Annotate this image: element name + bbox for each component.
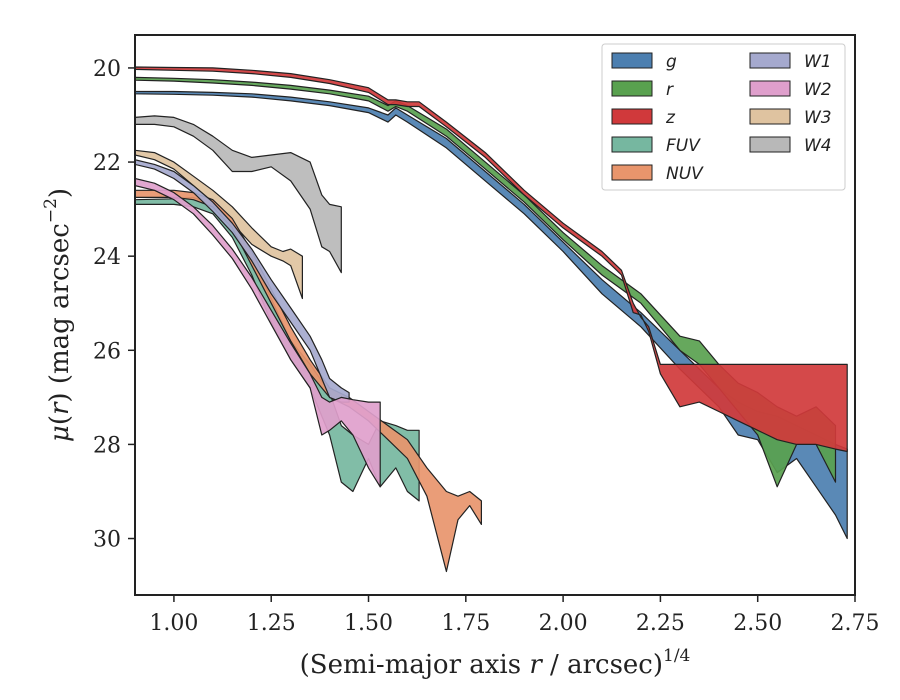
y-axis-label: μ(r) (mag arcsec−2) [41,188,75,442]
x-tick-label: 1.25 [247,611,296,636]
y-axis-ticks: 20 22 24 26 28 30 [93,57,135,553]
legend-item-w3: W3 [749,108,832,128]
legend-swatch [611,80,653,97]
plot-frame [134,34,856,596]
x-tick-label: 1.50 [344,611,393,636]
legend-swatch [749,52,791,69]
legend-swatch [749,80,791,97]
legend-label: r [666,80,674,100]
y-tick-label: 26 [93,339,121,364]
legend-item-r: r [611,80,674,100]
legend-label: z [665,108,676,128]
legend-swatch [749,108,791,125]
x-tick-label: 2.50 [733,611,782,636]
x-tick-label: 2.75 [831,611,880,636]
band-w3 [135,149,303,300]
y-tick-label: 28 [93,433,121,458]
y-tick-label: 22 [93,151,121,176]
legend-label: W3 [804,108,832,128]
legend-swatch [611,108,653,125]
legend-swatch [749,136,791,153]
legend-item-w4: W4 [749,136,832,156]
legend-item-fuv: FUV [611,136,701,156]
band-z [135,66,848,453]
legend-item-g: g [611,52,677,72]
y-tick-label: 24 [93,245,121,270]
legend-item-z: z [611,108,676,128]
legend-label: W1 [804,52,832,72]
y-tick-label: 30 [93,528,121,553]
legend-swatch [611,136,653,153]
legend-item-nuv: NUV [611,164,704,184]
legend: grz FUV NUV W1 W2 W3 W4 [601,43,846,191]
x-axis-label: (Semi-major axis r / arcsec)1/4 [300,646,691,680]
legend-label: FUV [666,136,701,156]
x-axis-ticks: 1.00 1.25 1.50 1.75 2.00 2.25 2.50 2.75 [149,595,879,636]
legend-swatch [611,164,653,181]
legend-label: NUV [666,164,704,184]
legend-label: W4 [804,136,832,156]
legend-label: g [666,52,677,72]
series-bands [135,66,848,573]
band-w4 [135,115,342,274]
band-w2 [135,177,381,488]
legend-label: W2 [804,80,832,100]
x-tick-label: 2.25 [636,611,685,636]
y-tick-label: 20 [93,57,121,82]
x-tick-label: 1.00 [149,611,198,636]
legend-item-w1: W1 [749,52,832,72]
x-tick-label: 1.75 [441,611,490,636]
legend-swatch [611,52,653,69]
x-tick-label: 2.00 [539,611,588,636]
legend-item-w2: W2 [749,80,832,100]
band-g [135,90,848,540]
